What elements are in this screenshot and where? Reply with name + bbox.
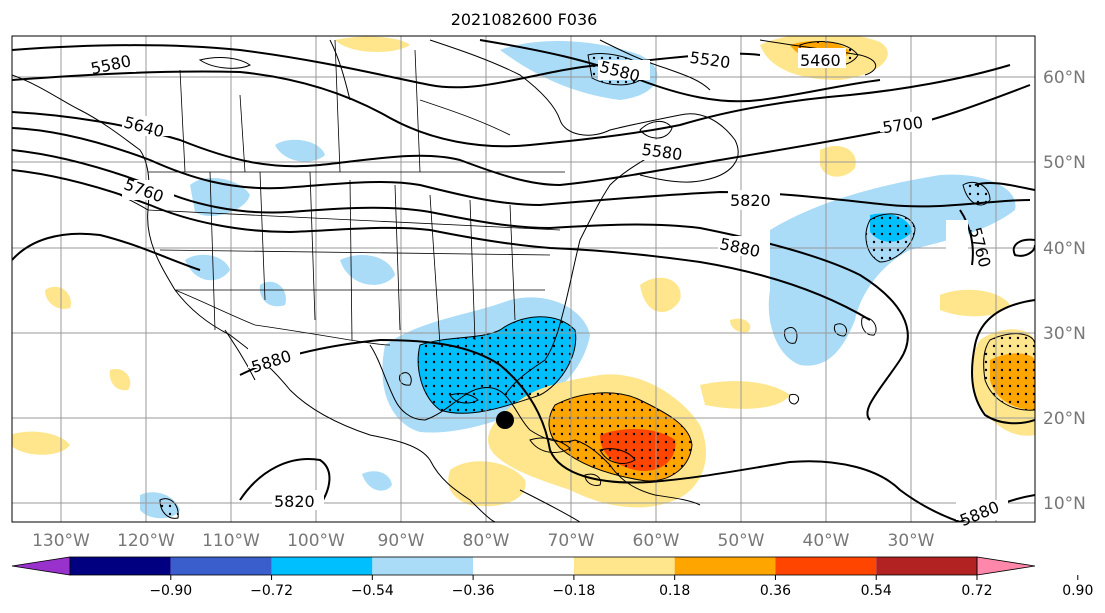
storm-center-ring bbox=[499, 414, 511, 426]
colorbar-tick-label: 0.36 bbox=[760, 583, 791, 599]
contour-label: 5760 bbox=[966, 225, 995, 269]
colorbar-segment bbox=[372, 557, 474, 575]
colorbar-tick-label: 0.54 bbox=[861, 583, 892, 599]
colorbar-segment bbox=[876, 557, 977, 575]
colorbar-segment bbox=[271, 557, 373, 575]
colorbar-segment bbox=[70, 557, 171, 575]
colorbar-tick-label: −0.90 bbox=[149, 583, 192, 599]
colorbar-segment bbox=[573, 557, 675, 575]
colorbar: −0.90 −0.72 −0.54 −0.36 −0.18 0.18 0.36 0.54 0.7… bbox=[11, 556, 1093, 599]
colorbar-tick-label: 0.72 bbox=[961, 583, 992, 599]
storm-center-marker bbox=[496, 411, 514, 429]
longitude-label: 110°W bbox=[202, 531, 260, 551]
colorbar-tick-label: −0.36 bbox=[452, 583, 495, 599]
latitude-label: 10°N bbox=[1043, 494, 1086, 514]
latitude-axis: 60°N 50°N 40°N 30°N 20°N 10°N bbox=[1043, 68, 1086, 514]
longitude-label: 100°W bbox=[287, 531, 345, 551]
longitude-axis: 130°W 120°W 110°W 100°W 90°W 80°W 70°W 6… bbox=[32, 531, 935, 551]
latitude-label: 40°N bbox=[1043, 239, 1086, 259]
colorbar-segment bbox=[170, 557, 272, 575]
colorbar-tick-label: 0.18 bbox=[659, 583, 690, 599]
map-frame bbox=[11, 35, 1036, 523]
longitude-label: 40°W bbox=[803, 531, 850, 551]
colorbar-segment bbox=[674, 557, 776, 575]
longitude-label: 90°W bbox=[378, 531, 425, 551]
longitude-label: 130°W bbox=[32, 531, 90, 551]
contour-label: 5760 bbox=[121, 175, 166, 207]
longitude-label: 30°W bbox=[888, 531, 935, 551]
colorbar-tick-label: 0.90 bbox=[1062, 583, 1093, 599]
latitude-label: 50°N bbox=[1043, 153, 1086, 173]
colorbar-extend-high bbox=[976, 556, 1036, 576]
latitude-label: 60°N bbox=[1043, 68, 1086, 88]
latitude-label: 30°N bbox=[1043, 324, 1086, 344]
colorbar-segment bbox=[775, 557, 877, 575]
political-boundaries bbox=[147, 39, 565, 346]
colorbar-outline bbox=[69, 556, 978, 576]
contour-label: 5460 bbox=[800, 51, 841, 70]
longitude-label: 120°W bbox=[117, 531, 175, 551]
longitude-label: 70°W bbox=[548, 531, 595, 551]
coastlines bbox=[12, 39, 877, 522]
longitude-label: 80°W bbox=[463, 531, 510, 551]
longitude-label: 50°W bbox=[718, 531, 765, 551]
colorbar-tick-label: −0.54 bbox=[351, 583, 394, 599]
latitude-label: 20°N bbox=[1043, 409, 1086, 429]
longitude-label: 60°W bbox=[633, 531, 680, 551]
contour-label: 5820 bbox=[730, 191, 771, 210]
contour-label: 5820 bbox=[274, 492, 315, 511]
colorbar-extend-low bbox=[11, 556, 71, 576]
colorbar-tick-label: −0.18 bbox=[552, 583, 595, 599]
map-title: 2021082600 F036 bbox=[450, 10, 598, 29]
colorbar-segment bbox=[473, 557, 574, 575]
colorbar-tick-label: −0.72 bbox=[250, 583, 293, 599]
